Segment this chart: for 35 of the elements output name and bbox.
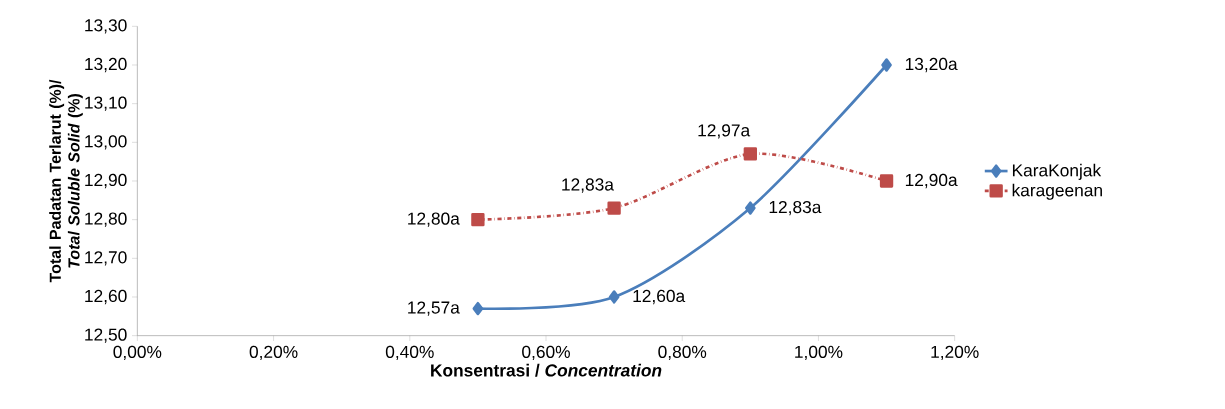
y-tick-label: 12,50	[85, 328, 127, 343]
y-tick-label: 12,70	[85, 251, 127, 266]
data-label: 12,97a	[698, 124, 751, 139]
y-tick-label: 13,20	[85, 57, 127, 73]
x-tick-label: 0,00%	[113, 345, 162, 361]
y-tick-label: 12,80	[85, 212, 127, 227]
point	[471, 212, 485, 227]
y-tick-label: 13,30	[85, 19, 127, 34]
point	[607, 201, 621, 215]
x-tick-label: 1,20%	[931, 345, 979, 361]
x-axis-title: Konsentrasi / Concentration	[431, 363, 662, 377]
x-tick-label: 0,40%	[385, 345, 434, 361]
y-tick-label: 12,60	[85, 289, 127, 305]
y-tick-label: 13,10	[85, 96, 127, 111]
point	[743, 147, 758, 161]
legend-label: KaraKonjak	[1012, 163, 1102, 180]
data-label: 13,20a	[905, 57, 958, 73]
data-label: 12,57a	[408, 301, 460, 316]
y-tick-label: 12,90	[85, 173, 127, 189]
point	[745, 201, 756, 215]
x-tick-label: 1,00%	[795, 345, 843, 361]
y-tick-label: 13,00	[85, 135, 127, 150]
data-label: 12,80a	[408, 212, 460, 227]
data-label: 12,90a	[905, 173, 958, 189]
data-label: 12,83a	[769, 200, 822, 216]
data-label: 12,83a	[562, 178, 614, 193]
x-tick-label: 0,80%	[658, 345, 707, 361]
legend-label: karageenan	[1012, 183, 1102, 200]
point	[881, 58, 892, 72]
x-tick-label: 0,60%	[522, 345, 570, 361]
point	[608, 290, 620, 304]
x-tick-label: 0,20%	[249, 345, 298, 361]
point	[472, 301, 484, 316]
point	[879, 174, 894, 188]
data-label: 12,60a	[633, 289, 686, 305]
